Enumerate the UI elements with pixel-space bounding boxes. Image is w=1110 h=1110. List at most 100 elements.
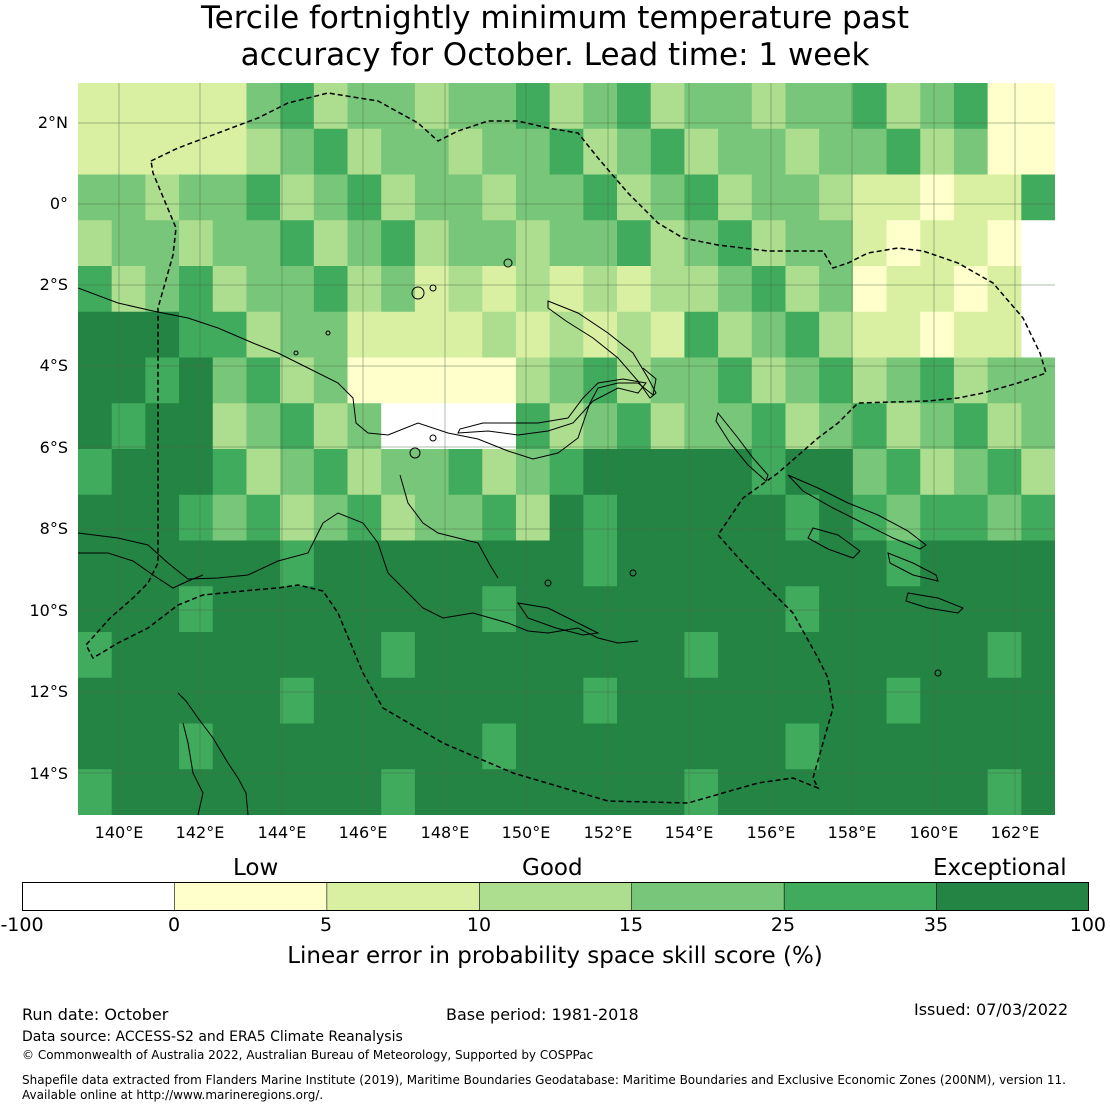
skill-grid-cell [381, 311, 416, 359]
skill-grid-cell [718, 586, 753, 633]
skill-grid-cell [684, 83, 719, 130]
skill-grid-cell [280, 540, 315, 587]
skill-grid-cell [448, 494, 483, 542]
skill-grid-cell [448, 632, 483, 679]
skill-grid-cell [583, 128, 618, 176]
skill-grid-cell [886, 128, 921, 176]
skill-grid-cell [886, 677, 921, 725]
skill-grid-cell [212, 632, 248, 679]
skill-grid-cell [515, 769, 551, 816]
skill-grid-cell [852, 540, 888, 587]
skill-grid-cell [684, 128, 719, 176]
lon-label-146e: 146°E [338, 823, 388, 842]
skill-grid-cell [987, 174, 1022, 221]
skill-grid-cell [718, 83, 753, 130]
skill-grid-cell [347, 540, 382, 587]
skill-grid-cell [448, 357, 483, 404]
louisiade-islands [516, 602, 600, 636]
lon-label-152e: 152°E [583, 823, 633, 842]
skill-grid-cell [347, 449, 382, 496]
skill-grid-cell [785, 174, 820, 221]
skill-grid-cell [1021, 266, 1056, 313]
shapefile-credit-line-2: Available online at http://www.marinereg… [22, 1088, 324, 1102]
skill-grid-cell [448, 677, 483, 725]
skill-grid-cell [920, 311, 955, 359]
skill-grid-cell [515, 266, 551, 313]
skill-grid-cell [111, 403, 146, 450]
skill-grid-cell [549, 540, 584, 587]
skill-grid-cell [212, 311, 248, 359]
skill-grid-cell [684, 174, 719, 221]
skill-grid-cell [852, 174, 888, 221]
skill-grid-cell [819, 723, 854, 770]
skill-grid-cell [650, 449, 686, 496]
skill-grid-cell [414, 174, 450, 221]
skill-grid-cell [785, 769, 820, 816]
skill-grid-cell [78, 83, 113, 130]
lat-label-12s: 12°S [29, 682, 68, 701]
skill-grid-cell [280, 128, 315, 176]
skill-grid-cell [751, 632, 787, 679]
skill-grid-cell [414, 311, 450, 359]
skill-grid-cell [145, 266, 180, 313]
skill-grid-cell [145, 677, 180, 725]
skill-grid-cell [886, 311, 921, 359]
skill-score-map [77, 83, 1056, 816]
skill-grid-cell [280, 632, 315, 679]
skill-grid-cell [78, 449, 113, 496]
skill-grid-cell [179, 403, 214, 450]
skill-grid-cell [819, 586, 854, 633]
skill-grid-cell [515, 586, 551, 633]
skill-grid-cell [145, 83, 180, 130]
skill-grid-cell [246, 83, 281, 130]
skill-grid-cell [751, 357, 787, 404]
skill-grid-cell [549, 220, 584, 267]
colorbar-segment [326, 881, 481, 912]
skill-grid-cell [414, 769, 450, 816]
skill-grid-cell [414, 586, 450, 633]
skill-grid-cell [953, 632, 989, 679]
skill-grid-cell [347, 128, 382, 176]
skill-grid-cell [617, 174, 652, 221]
colorbar-tick-0: 0 [167, 914, 181, 936]
skill-grid-cell [718, 220, 753, 267]
skill-grid-cell [482, 586, 517, 633]
skill-grid-cell [718, 723, 753, 770]
shapefile-credit-line-1: Shapefile data extracted from Flanders M… [22, 1073, 1066, 1087]
skill-grid-cell [987, 220, 1022, 267]
skill-grid-cell [145, 449, 180, 496]
skill-grid-cell [111, 769, 146, 816]
legend-category-exceptional: Exceptional [933, 855, 1067, 881]
skill-grid-cell [381, 128, 416, 176]
skill-grid-cell [819, 357, 854, 404]
base-period: Base period: 1981-2018 [446, 1005, 639, 1024]
skill-grid-cell [852, 83, 888, 130]
skill-grid-cell [650, 723, 686, 770]
skill-grid-cell [179, 357, 214, 404]
skill-grid-cell [819, 128, 854, 176]
skill-grid-cell [246, 128, 281, 176]
colorbar-title: Linear error in probability space skill … [287, 943, 823, 969]
skill-grid-cell [212, 174, 248, 221]
skill-grid-cell [920, 677, 955, 725]
skill-grid-cell [347, 677, 382, 725]
skill-grid-cell [684, 632, 719, 679]
skill-grid-cell [785, 266, 820, 313]
skill-grid-cell [313, 540, 349, 587]
skill-grid-cell [785, 540, 820, 587]
skill-grid-cell [583, 540, 618, 587]
skill-grid-cell [482, 311, 517, 359]
skill-grid-cell [347, 632, 382, 679]
skill-grid-cell [246, 357, 281, 404]
title-line-1: Tercile fortnightly minimum temperature … [201, 0, 909, 36]
skill-grid-cell [78, 540, 113, 587]
skill-grid-cell [852, 266, 888, 313]
skill-grid-cell [953, 220, 989, 267]
skill-grid-cell [684, 586, 719, 633]
skill-grid-cell [751, 769, 787, 816]
skill-grid-cell [515, 632, 551, 679]
skill-grid-cell [212, 220, 248, 267]
skill-grid-cell [617, 311, 652, 359]
skill-grid-cell [953, 311, 989, 359]
skill-grid-cell [280, 357, 315, 404]
